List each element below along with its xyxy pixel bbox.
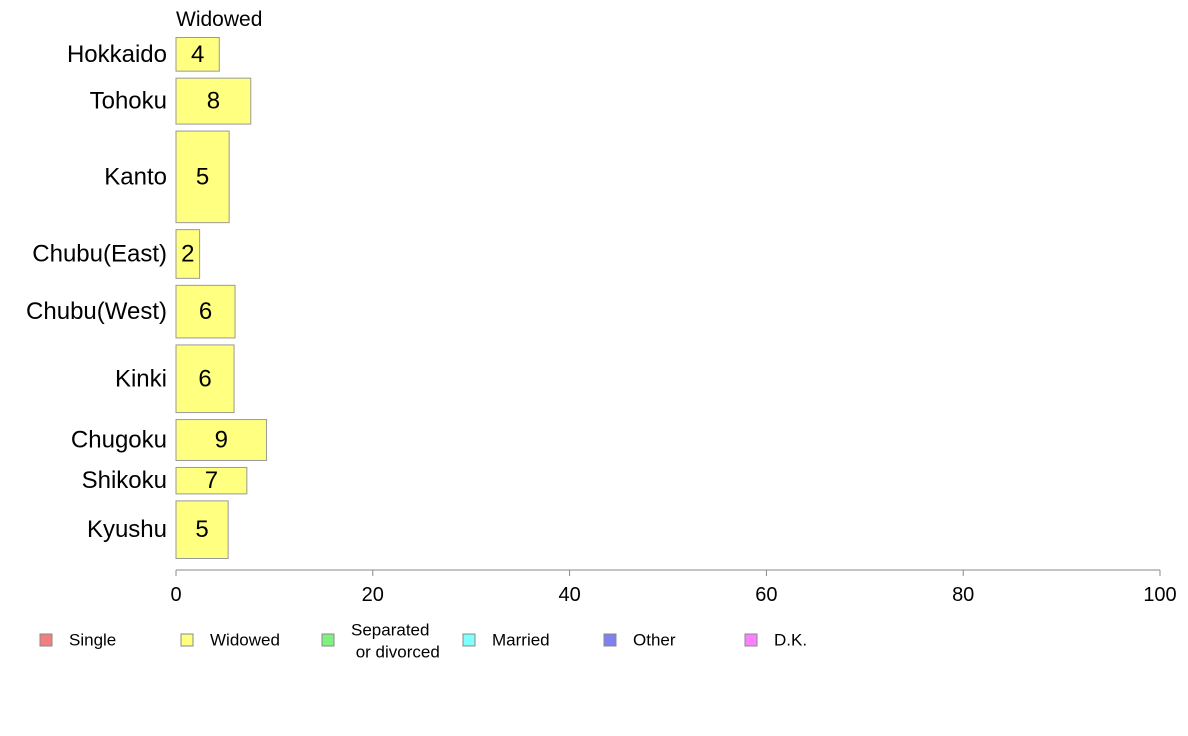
bar-value-label: 5 (196, 163, 209, 190)
bar-value-label: 6 (199, 298, 212, 325)
x-tick-label: 100 (1143, 584, 1176, 606)
legend-label: D.K. (774, 631, 807, 650)
bar-value-label: 2 (181, 241, 194, 268)
bar-value-label: 6 (198, 365, 211, 392)
category-label: Tohoku (90, 88, 167, 115)
bar-value-label: 8 (207, 88, 220, 115)
category-label: Kinki (115, 365, 167, 392)
legend-swatch (462, 633, 476, 647)
bar-chubu-west- (175, 284, 236, 339)
legend-swatch (603, 633, 617, 647)
x-tick-label: 60 (755, 584, 777, 606)
category-label: Hokkaido (67, 41, 167, 68)
x-tick-label: 80 (952, 584, 974, 606)
panel-title: Widowed (176, 8, 262, 31)
bar-chugoku (175, 419, 268, 461)
bar-value-label: 5 (195, 516, 208, 543)
x-tick-label: 20 (362, 584, 384, 606)
bar-kinki (175, 344, 235, 414)
category-label: Shikoku (82, 467, 167, 494)
legend-label: Single (69, 631, 116, 650)
x-tick-label: 0 (170, 584, 181, 606)
bar-value-label: 9 (215, 427, 228, 454)
category-label: Chubu(West) (26, 298, 167, 325)
legend: Single Widowed Separated or divorced Marrie… (39, 621, 807, 662)
bar-value-label: 7 (205, 467, 218, 494)
legend-swatch (39, 633, 53, 647)
legend-swatch (180, 633, 194, 647)
x-tick-label: 40 (558, 584, 580, 606)
legend-label: Separated or divorced (351, 621, 440, 662)
legend-label: Widowed (210, 631, 280, 650)
legend-swatch (744, 633, 758, 647)
category-label: Chubu(East) (32, 241, 167, 268)
legend-swatch (321, 633, 335, 647)
category-label: Kyushu (87, 516, 167, 543)
bar-tohoku (175, 77, 252, 125)
category-label: Kanto (104, 163, 167, 190)
category-label: Chugoku (71, 427, 167, 454)
bars-group: 4 Hokkaido 8 Tohoku 5 Kanto 2 Chubu(East) 6 Chubu… (26, 37, 268, 559)
bar-shikoku (175, 466, 248, 495)
bar-hokkaido (175, 37, 220, 72)
x-axis: 0 20 40 60 80 100 (170, 569, 1177, 606)
legend-label: Other (633, 631, 676, 650)
legend-label: Married (492, 631, 550, 650)
bar-value-label: 4 (191, 41, 204, 68)
bar-kyushu (175, 500, 229, 559)
bar-chubu-east- (175, 229, 201, 279)
bar-kanto (175, 130, 230, 224)
